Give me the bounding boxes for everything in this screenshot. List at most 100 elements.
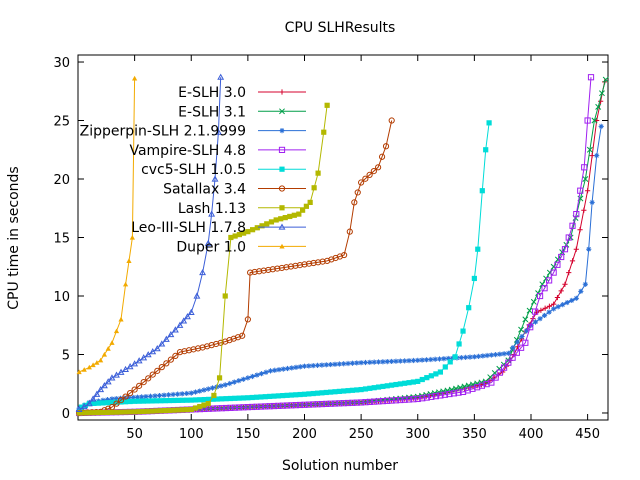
- data-point: [245, 229, 251, 235]
- data-point: [480, 353, 486, 359]
- data-point: [406, 380, 412, 386]
- data-point: [303, 203, 309, 209]
- data-point: [554, 261, 561, 268]
- data-point: [257, 403, 265, 410]
- data-point: [585, 188, 591, 194]
- data-point: [232, 395, 238, 401]
- data-point: [415, 378, 421, 384]
- data-point: [214, 396, 220, 402]
- data-point: [292, 262, 299, 269]
- data-point: [336, 388, 342, 394]
- data-point: [410, 357, 416, 364]
- data-point: [384, 383, 390, 389]
- data-point: [127, 409, 133, 415]
- data-point: [132, 409, 138, 415]
- y-tick-label: 10: [53, 290, 70, 305]
- data-point: [218, 383, 224, 389]
- data-point: [331, 400, 339, 407]
- x-tick-label: 450: [575, 427, 600, 442]
- data-point: [599, 90, 605, 97]
- data-point: [419, 357, 425, 363]
- data-point: [371, 398, 378, 405]
- data-point: [428, 373, 434, 379]
- data-point: [279, 243, 285, 249]
- series-duper-1-0: [76, 75, 138, 375]
- data-point: [551, 301, 557, 307]
- data-point: [527, 324, 534, 331]
- data-point: [231, 404, 238, 411]
- data-point: [122, 409, 128, 415]
- data-point: [314, 259, 322, 266]
- data-point: [410, 379, 416, 385]
- data-point: [501, 351, 507, 357]
- data-point: [476, 353, 482, 359]
- data-point: [428, 356, 434, 363]
- data-point: [288, 392, 295, 398]
- data-point: [450, 390, 458, 397]
- data-point: [362, 386, 369, 392]
- data-point: [172, 352, 179, 359]
- data-point: [297, 364, 303, 370]
- legend-item: cvc5-SLH 1.0.5: [141, 162, 306, 178]
- data-point: [410, 396, 417, 403]
- data-point: [205, 386, 211, 392]
- data-point: [315, 170, 321, 176]
- data-point: [397, 396, 404, 404]
- data-point: [129, 234, 135, 240]
- data-point: [402, 380, 408, 386]
- x-tick-label: 250: [349, 427, 374, 442]
- data-point: [132, 398, 138, 404]
- data-point: [162, 407, 168, 414]
- x-tick-label: 200: [292, 427, 317, 442]
- data-point: [122, 281, 129, 287]
- data-point: [90, 362, 96, 368]
- data-point: [219, 396, 225, 402]
- data-point: [538, 307, 544, 313]
- data-point: [211, 175, 219, 182]
- data-point: [184, 313, 191, 320]
- data-point: [145, 375, 152, 382]
- data-point: [323, 362, 329, 368]
- legend-label: cvc5-SLH 1.0.5: [141, 162, 246, 178]
- data-point: [484, 352, 490, 359]
- data-point: [487, 374, 494, 381]
- data-point: [306, 363, 312, 369]
- data-point: [344, 399, 352, 407]
- data-point: [375, 164, 382, 171]
- data-point: [216, 375, 223, 381]
- data-point: [358, 179, 365, 186]
- data-point: [149, 371, 156, 378]
- data-point: [145, 398, 151, 404]
- data-point: [262, 394, 268, 400]
- data-point: [279, 128, 285, 134]
- series-line: [79, 77, 592, 414]
- data-point: [569, 222, 576, 229]
- data-point: [267, 393, 273, 400]
- data-point: [197, 388, 203, 394]
- data-point: [226, 337, 233, 344]
- data-point: [479, 188, 485, 194]
- data-point: [240, 376, 246, 382]
- data-point: [441, 356, 447, 362]
- data-point: [328, 256, 335, 263]
- data-point: [496, 369, 503, 376]
- data-point: [228, 234, 234, 241]
- data-point: [127, 398, 133, 405]
- data-point: [405, 396, 413, 403]
- series-zipperpin-slh-2-1-9999: [76, 123, 604, 411]
- data-point: [587, 74, 595, 81]
- data-point: [384, 397, 391, 404]
- data-point: [176, 349, 184, 356]
- data-point: [260, 267, 267, 274]
- data-point: [81, 367, 87, 372]
- data-point: [166, 407, 173, 413]
- data-point: [522, 316, 529, 323]
- series-leo-iii-slh-1-7-8: [75, 73, 225, 413]
- data-point: [375, 384, 382, 390]
- data-point: [132, 75, 138, 81]
- data-point: [569, 297, 575, 304]
- data-point: [280, 393, 286, 399]
- data-point: [254, 225, 260, 231]
- data-point: [75, 405, 83, 413]
- data-point: [265, 266, 272, 274]
